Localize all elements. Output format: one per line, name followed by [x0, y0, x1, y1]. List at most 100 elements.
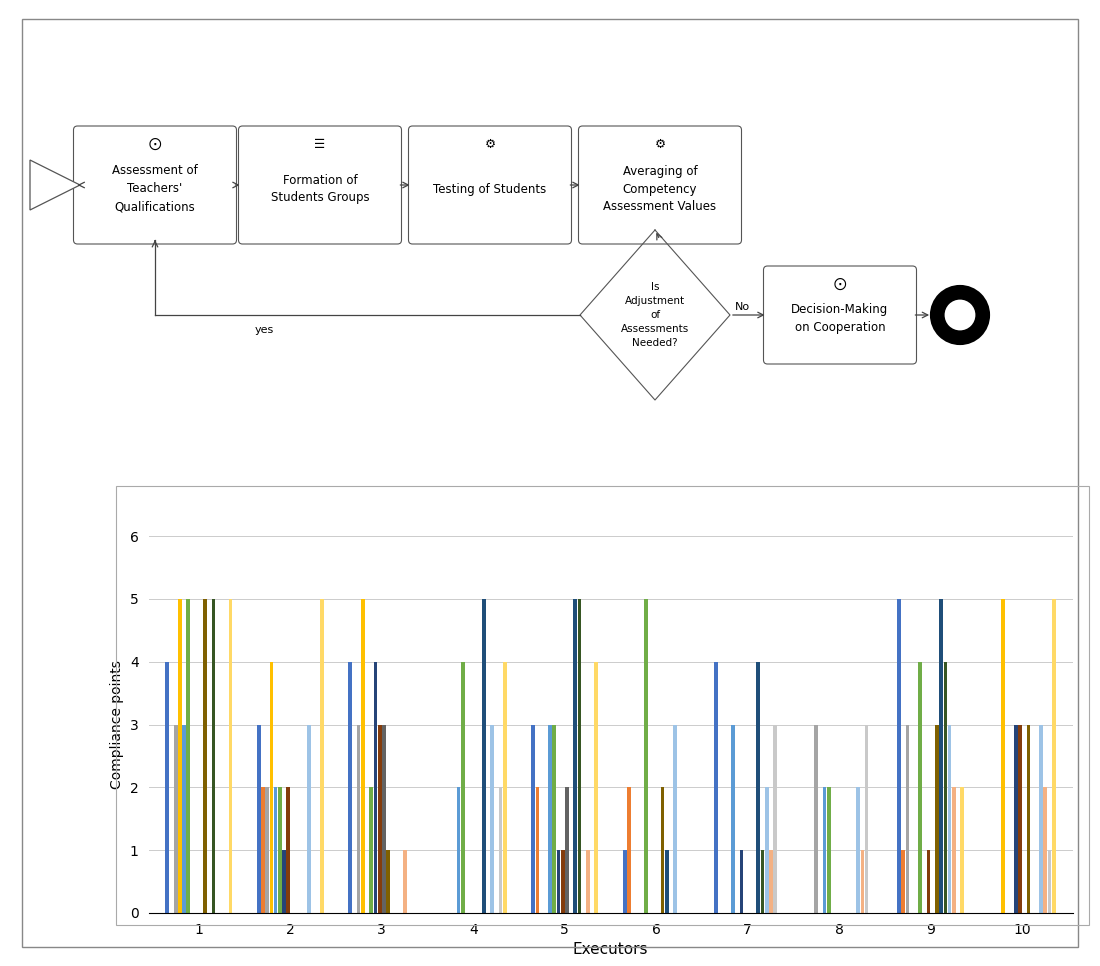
Bar [204, 599, 207, 913]
Bar [361, 599, 365, 913]
Bar [491, 724, 494, 913]
Bar [673, 724, 676, 913]
Bar [377, 724, 382, 913]
Bar [856, 787, 860, 913]
Bar [261, 787, 265, 913]
Bar [1019, 724, 1022, 913]
Bar [664, 850, 669, 913]
Bar [661, 787, 664, 913]
Bar [760, 850, 764, 913]
Bar [573, 599, 578, 913]
Bar [952, 787, 956, 913]
Bar [644, 599, 648, 913]
Text: yes: yes [255, 325, 274, 335]
Bar [557, 850, 560, 913]
Bar [1047, 850, 1052, 913]
FancyBboxPatch shape [408, 126, 572, 244]
Bar [229, 599, 232, 913]
Bar [531, 724, 535, 913]
Bar [1052, 599, 1056, 913]
Bar [320, 599, 323, 913]
Bar [714, 662, 718, 913]
FancyBboxPatch shape [579, 126, 741, 244]
Bar [274, 787, 277, 913]
Bar [1026, 724, 1031, 913]
Bar [739, 850, 744, 913]
Bar [860, 850, 865, 913]
Bar [578, 599, 581, 913]
Bar [960, 787, 964, 913]
FancyBboxPatch shape [763, 266, 916, 364]
Bar [349, 662, 352, 913]
Bar [948, 724, 951, 913]
Bar [935, 724, 939, 913]
Bar [382, 724, 386, 913]
Polygon shape [30, 160, 80, 210]
Bar [561, 850, 564, 913]
Bar [278, 787, 282, 913]
Bar [898, 599, 901, 913]
Bar [165, 662, 169, 913]
Bar [265, 787, 269, 913]
Bar [282, 850, 286, 913]
Bar [944, 662, 947, 913]
Text: Testing of Students: Testing of Students [433, 183, 547, 195]
Bar [565, 787, 569, 913]
Text: Decision-Making
on Cooperation: Decision-Making on Cooperation [791, 303, 889, 334]
Text: ⚙: ⚙ [654, 137, 666, 151]
Bar [503, 662, 507, 913]
Bar [403, 850, 407, 913]
Bar [773, 724, 777, 913]
Bar [1014, 724, 1018, 913]
Bar [827, 787, 830, 913]
Bar [757, 662, 760, 913]
Bar [732, 724, 735, 913]
Bar [902, 850, 905, 913]
Text: Is
Adjustment
of
Assessments
Needed?: Is Adjustment of Assessments Needed? [620, 282, 689, 348]
Bar [1044, 787, 1047, 913]
Bar [498, 787, 503, 913]
Circle shape [932, 287, 988, 343]
Polygon shape [580, 230, 730, 400]
Bar [548, 724, 552, 913]
Bar [374, 662, 377, 913]
Text: Averaging of
Competency
Assessment Values: Averaging of Competency Assessment Value… [604, 164, 716, 213]
Text: ⨀: ⨀ [148, 137, 162, 151]
Bar [307, 724, 311, 913]
Bar [905, 724, 910, 913]
Bar [623, 850, 627, 913]
Bar [552, 724, 557, 913]
Y-axis label: Compliance points: Compliance points [110, 660, 124, 789]
Bar [865, 724, 868, 913]
Bar [183, 724, 186, 913]
Bar [370, 787, 373, 913]
Text: ⚙: ⚙ [484, 137, 496, 151]
Bar [823, 787, 826, 913]
Text: ⨀: ⨀ [834, 277, 846, 291]
Bar [461, 662, 464, 913]
Bar [257, 724, 261, 913]
Bar [178, 599, 182, 913]
X-axis label: Executors: Executors [573, 942, 648, 957]
Bar [270, 662, 273, 913]
Bar [211, 599, 216, 913]
Bar [764, 787, 769, 913]
Text: ☰: ☰ [315, 137, 326, 151]
FancyBboxPatch shape [74, 126, 236, 244]
Text: Assessment of
Teachers'
Qualifications: Assessment of Teachers' Qualifications [112, 164, 198, 213]
FancyBboxPatch shape [239, 126, 402, 244]
Bar [627, 787, 630, 913]
Bar [456, 787, 461, 913]
Bar [286, 787, 290, 913]
Bar [1001, 599, 1005, 913]
Circle shape [945, 299, 976, 330]
Bar [939, 599, 943, 913]
Bar [356, 724, 361, 913]
Bar [174, 724, 177, 913]
Bar [536, 787, 539, 913]
Bar [918, 662, 922, 913]
Bar [482, 599, 485, 913]
Bar [586, 850, 590, 913]
Bar [814, 724, 818, 913]
Bar [594, 662, 598, 913]
